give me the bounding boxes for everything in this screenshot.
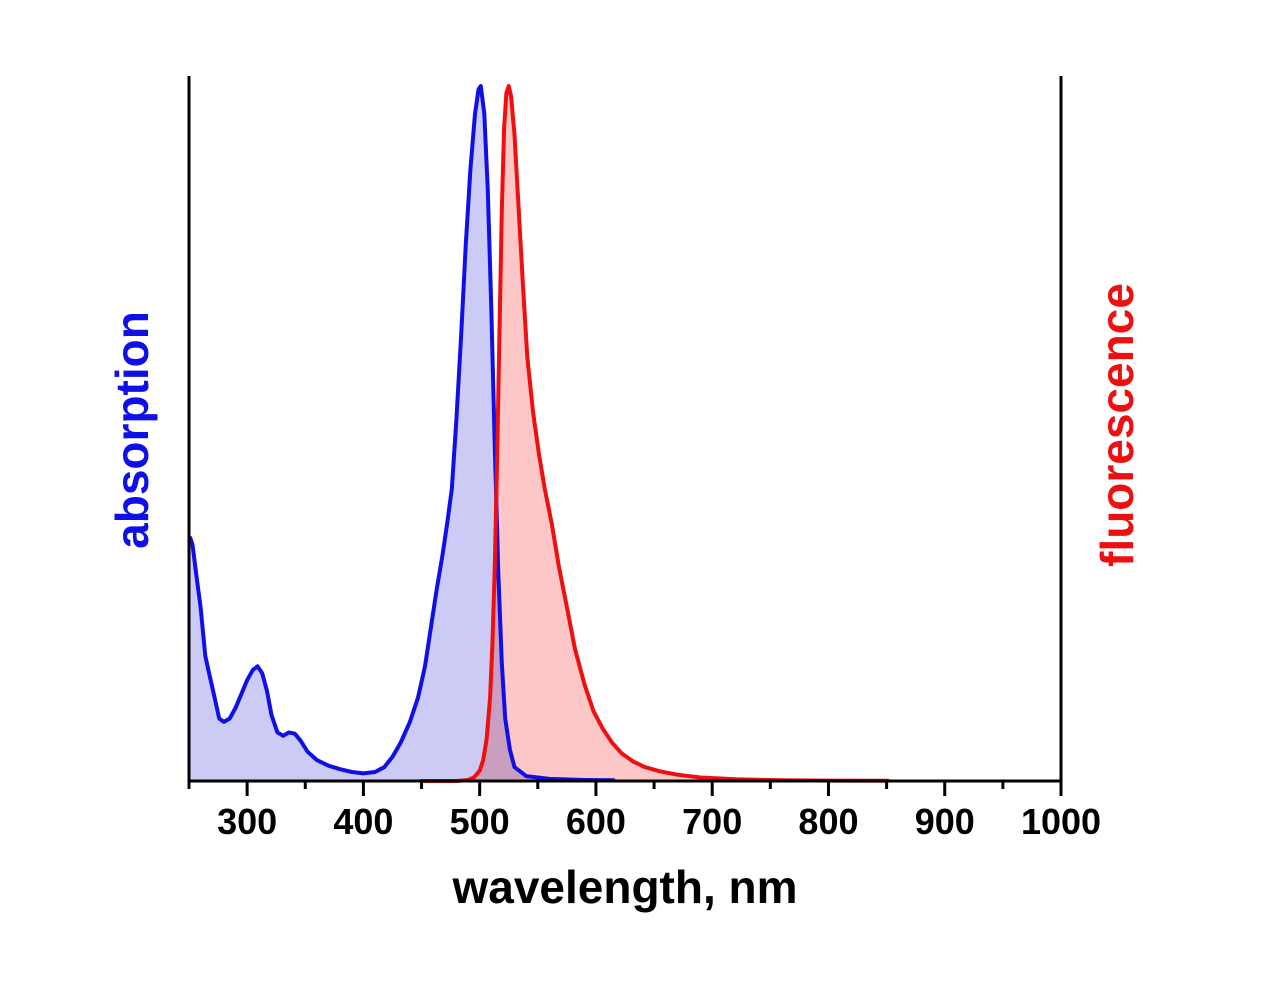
x-tick-label: 400 (333, 801, 393, 842)
x-tick-label: 700 (682, 801, 742, 842)
x-tick-label: 800 (798, 801, 858, 842)
fluorescence-area (421, 86, 888, 781)
y-axis-title-left: absorption (106, 311, 158, 549)
series-lines (188, 84, 890, 783)
x-ticks: 300 400 500 600 700 800 900 1000 (187, 781, 1101, 842)
y-axis-title-right: fluorescence (1091, 283, 1143, 567)
x-tick-label: 600 (566, 801, 626, 842)
series-fills (190, 86, 888, 781)
x-axis-title: wavelength, nm (451, 861, 797, 913)
absorption-line (188, 84, 616, 783)
axis-labels: wavelength, nm absorption fluorescence (106, 283, 1143, 913)
x-tick-label: 300 (217, 801, 277, 842)
x-tick-label: 1000 (1021, 801, 1101, 842)
axes (187, 76, 1063, 783)
fluorescence-line (419, 84, 890, 783)
x-tick-label: 900 (915, 801, 975, 842)
x-tick-label: 500 (450, 801, 510, 842)
